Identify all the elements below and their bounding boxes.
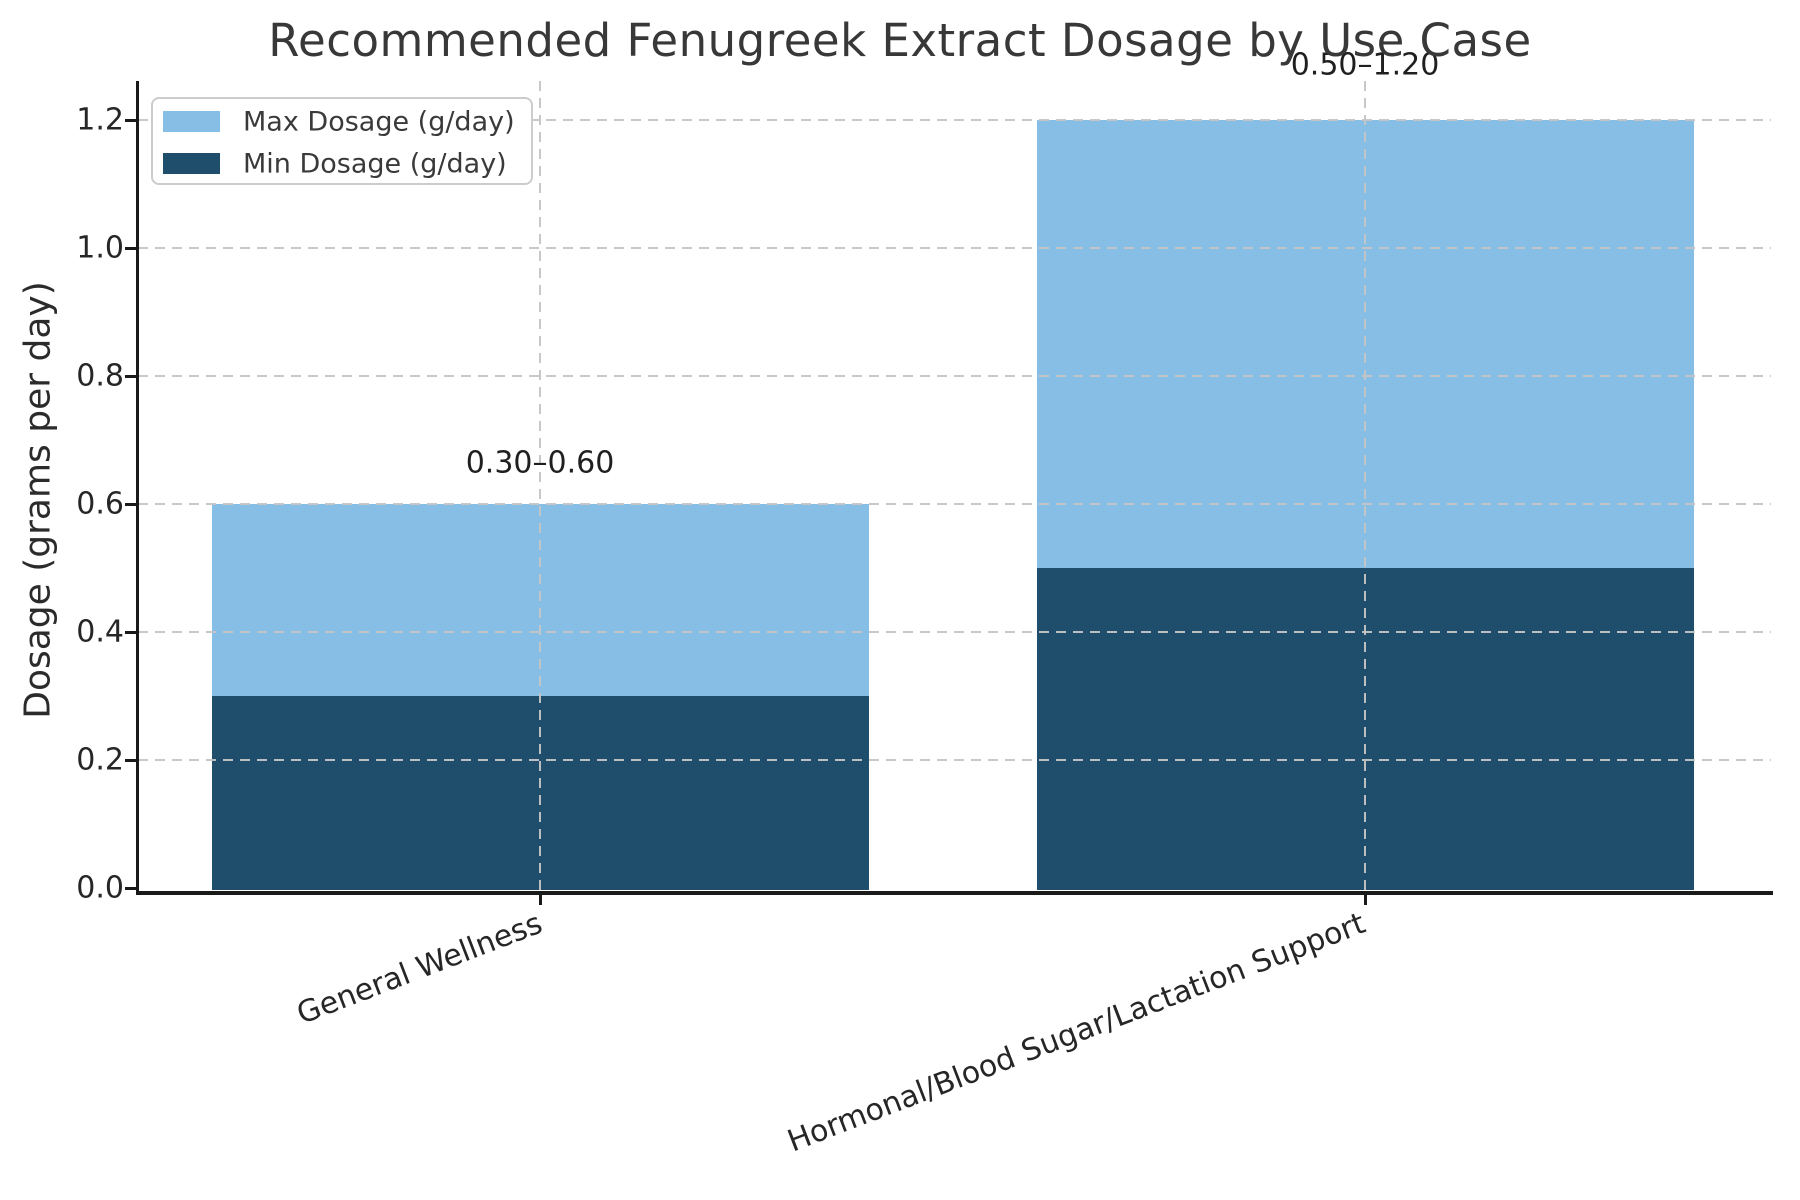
xtick-label-general-wellness: General Wellness	[292, 906, 548, 1032]
ytick-label-0.6: 0.6	[76, 486, 124, 522]
legend-item-min-dosage: Min Dosage (g/day)	[153, 143, 531, 185]
x-tick-general-wellness	[539, 895, 542, 905]
y-tick-0.2	[125, 759, 137, 762]
ytick-label-0.8: 0.8	[76, 358, 124, 394]
gridline-y-1.2	[138, 119, 1771, 121]
y-tick-1.0	[125, 247, 137, 250]
gridline-x-general-wellness	[539, 81, 541, 893]
ytick-label-0.0: 0.0	[76, 870, 124, 906]
legend-label-max-dosage: Max Dosage (g/day)	[243, 106, 515, 138]
y-tick-0.4	[125, 631, 137, 634]
x-axis-spine	[136, 891, 1773, 895]
ytick-label-1.2: 1.2	[76, 102, 124, 138]
y-axis-spine	[136, 81, 139, 894]
annotation-general-wellness-range: 0.30–0.60	[465, 445, 615, 481]
xtick-label-hormonal: Hormonal/Blood Sugar/Lactation Support	[783, 906, 1371, 1160]
ytick-label-1.0: 1.0	[76, 230, 124, 266]
chart-title: Recommended Fenugreek Extract Dosage by …	[268, 14, 1532, 67]
annotation-hormonal-range: 0.50–1.20	[1290, 47, 1440, 83]
legend: Max Dosage (g/day) Min Dosage (g/day)	[151, 97, 533, 185]
legend-swatch-min-dosage	[163, 153, 220, 174]
y-tick-0.6	[125, 503, 137, 506]
gridline-y-0.6	[138, 503, 1771, 505]
gridline-y-0.4	[138, 631, 1771, 633]
y-axis-label: Dosage (grams per day)	[17, 281, 59, 719]
ytick-label-0.4: 0.4	[76, 614, 124, 650]
gridline-y-1.0	[138, 247, 1771, 249]
y-tick-1.2	[125, 119, 137, 122]
y-tick-0.0	[125, 887, 137, 890]
legend-swatch-max-dosage	[163, 111, 220, 132]
x-tick-hormonal	[1364, 895, 1367, 905]
ytick-label-0.2: 0.2	[76, 742, 124, 778]
gridline-y-0.2	[138, 759, 1771, 761]
y-tick-0.8	[125, 375, 137, 378]
legend-item-max-dosage: Max Dosage (g/day)	[153, 101, 531, 143]
gridline-y-0.8	[138, 375, 1771, 377]
gridline-x-hormonal	[1364, 81, 1366, 893]
legend-label-min-dosage: Min Dosage (g/day)	[243, 148, 507, 180]
